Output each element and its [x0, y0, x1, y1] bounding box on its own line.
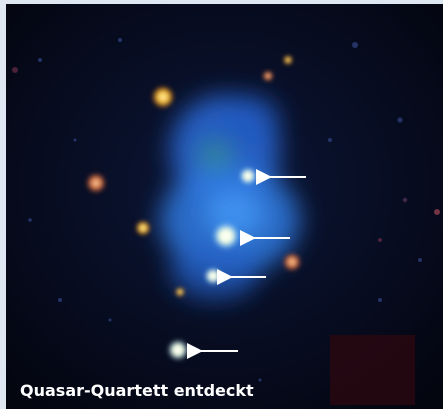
artifact: [330, 335, 415, 405]
caption: Quasar-Quartett entdeckt: [20, 381, 254, 400]
nebula: [160, 95, 300, 300]
arrows: [187, 169, 306, 359]
background-stars: [12, 38, 440, 382]
field-stars: [85, 55, 302, 297]
quasars: [167, 167, 257, 361]
